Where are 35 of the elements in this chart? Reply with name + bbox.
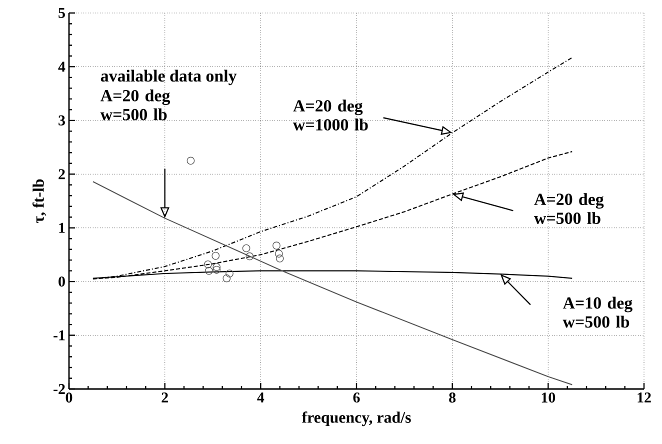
point bbox=[212, 252, 220, 260]
point bbox=[242, 244, 250, 252]
y-tick-label: 0 bbox=[58, 276, 65, 287]
y-tick-label: -2 bbox=[54, 384, 65, 394]
point bbox=[272, 242, 280, 250]
y-tick-label: -1 bbox=[54, 330, 65, 340]
y-tick-label: 1 bbox=[59, 222, 65, 233]
point bbox=[226, 270, 234, 278]
point bbox=[204, 260, 212, 268]
point bbox=[212, 266, 221, 274]
point bbox=[222, 274, 231, 282]
point bbox=[212, 263, 221, 272]
point bbox=[276, 254, 284, 262]
y-tick-label: 2 bbox=[58, 169, 65, 180]
x-tick-label: 10 bbox=[542, 392, 556, 403]
x-tick-label: 12 bbox=[638, 392, 651, 402]
point bbox=[246, 252, 254, 260]
x-axis-title: frequency, rad/s bbox=[302, 411, 411, 426]
point bbox=[186, 156, 195, 165]
x-tick-label: 0 bbox=[66, 392, 72, 403]
x-tick-label: 2 bbox=[162, 392, 168, 402]
annotation: A=20 deg w=500 lb bbox=[534, 193, 604, 224]
x-tick-label: 4 bbox=[257, 392, 264, 402]
x-tick-label: 6 bbox=[353, 392, 360, 403]
y-axis-title: τ, ft-lb bbox=[32, 179, 46, 223]
annotation: A=20 deg w=500 lb bbox=[100, 89, 170, 120]
y-tick-label: 5 bbox=[58, 8, 65, 18]
point bbox=[204, 266, 213, 275]
x-tick-label: 8 bbox=[449, 392, 456, 403]
y-tick-label: 3 bbox=[58, 115, 65, 126]
annotation: A=20 deg w=1000 lb bbox=[293, 100, 368, 131]
point bbox=[274, 250, 283, 258]
annotation: available data only bbox=[100, 70, 237, 86]
annotation: A=10 deg w=500 lb bbox=[562, 296, 632, 328]
y-tick-label: 4 bbox=[58, 62, 66, 72]
